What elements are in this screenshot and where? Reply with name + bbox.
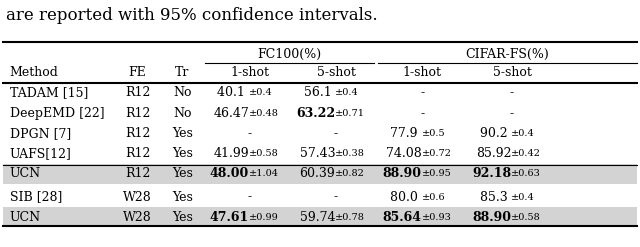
- Text: DeepEMD [22]: DeepEMD [22]: [10, 107, 104, 120]
- Text: 77.9: 77.9: [390, 127, 422, 140]
- Text: 85.64: 85.64: [383, 211, 422, 224]
- Text: 5-shot: 5-shot: [317, 66, 355, 79]
- Text: 1-shot: 1-shot: [403, 66, 442, 79]
- Text: R12: R12: [125, 86, 150, 99]
- Text: Yes: Yes: [172, 167, 193, 180]
- Text: -: -: [248, 191, 252, 204]
- Text: ±0.99: ±0.99: [249, 213, 278, 222]
- Text: -: -: [420, 107, 424, 120]
- Text: Yes: Yes: [172, 127, 193, 140]
- Text: ±0.71: ±0.71: [335, 109, 365, 118]
- Text: ±0.6: ±0.6: [422, 193, 445, 202]
- Text: Yes: Yes: [172, 191, 193, 204]
- Text: ±0.78: ±0.78: [335, 213, 365, 222]
- Text: -: -: [510, 86, 514, 99]
- Text: ±0.82: ±0.82: [335, 169, 365, 178]
- Text: 5-shot: 5-shot: [493, 66, 531, 79]
- Text: R12: R12: [125, 107, 150, 120]
- Text: are reported with 95% confidence intervals.: are reported with 95% confidence interva…: [6, 7, 378, 24]
- Text: 59.74: 59.74: [300, 211, 335, 224]
- Text: 74.08: 74.08: [386, 147, 422, 160]
- Text: 40.1: 40.1: [217, 86, 249, 99]
- Text: SIB [28]: SIB [28]: [10, 191, 62, 204]
- Text: No: No: [173, 107, 191, 120]
- Text: 92.18: 92.18: [472, 167, 511, 180]
- Text: ±0.72: ±0.72: [422, 149, 452, 158]
- Text: UCN: UCN: [10, 167, 41, 180]
- Text: W28: W28: [124, 211, 152, 224]
- Text: FC100(%): FC100(%): [257, 48, 322, 61]
- Bar: [3, 164, 637, 184]
- Text: 48.00: 48.00: [210, 167, 249, 180]
- Text: R12: R12: [125, 127, 150, 140]
- Text: ±0.95: ±0.95: [422, 169, 451, 178]
- Text: ±0.38: ±0.38: [335, 149, 365, 158]
- Text: ±0.48: ±0.48: [249, 109, 279, 118]
- Text: ±0.42: ±0.42: [511, 149, 541, 158]
- Text: ±0.93: ±0.93: [422, 213, 452, 222]
- Text: ±0.4: ±0.4: [335, 88, 359, 97]
- Text: 90.2: 90.2: [480, 127, 511, 140]
- Text: ±0.58: ±0.58: [511, 213, 541, 222]
- Text: No: No: [173, 86, 191, 99]
- Text: 47.61: 47.61: [210, 211, 249, 224]
- Bar: [3, 207, 637, 227]
- Text: FE: FE: [129, 66, 147, 79]
- Text: 88.90: 88.90: [472, 211, 511, 224]
- Text: 57.43: 57.43: [300, 147, 335, 160]
- Text: CIFAR-FS(%): CIFAR-FS(%): [465, 48, 549, 61]
- Text: Tr: Tr: [175, 66, 189, 79]
- Text: DPGN [7]: DPGN [7]: [10, 127, 71, 140]
- Text: UCN: UCN: [10, 211, 41, 224]
- Text: 1-shot: 1-shot: [230, 66, 269, 79]
- Text: R12: R12: [125, 147, 150, 160]
- Text: Method: Method: [10, 66, 58, 79]
- Text: UAFS[12]: UAFS[12]: [10, 147, 72, 160]
- Text: 80.0: 80.0: [390, 191, 422, 204]
- Text: ±0.4: ±0.4: [511, 193, 535, 202]
- Text: ±0.4: ±0.4: [511, 129, 535, 138]
- Text: ±0.4: ±0.4: [249, 88, 273, 97]
- Text: 60.39: 60.39: [300, 167, 335, 180]
- Text: 88.90: 88.90: [383, 167, 422, 180]
- Text: 85.3: 85.3: [479, 191, 511, 204]
- Text: 85.92: 85.92: [476, 147, 511, 160]
- Text: ±0.63: ±0.63: [511, 169, 541, 178]
- Text: 63.22: 63.22: [296, 107, 335, 120]
- Text: ±1.04: ±1.04: [249, 169, 279, 178]
- Text: ±0.58: ±0.58: [249, 149, 278, 158]
- Text: 46.47: 46.47: [213, 107, 249, 120]
- Text: TADAM [15]: TADAM [15]: [10, 86, 88, 99]
- Text: Yes: Yes: [172, 147, 193, 160]
- Text: R12: R12: [125, 167, 150, 180]
- Text: 41.99: 41.99: [213, 147, 249, 160]
- Text: Yes: Yes: [172, 211, 193, 224]
- Text: -: -: [248, 127, 252, 140]
- Text: ±0.5: ±0.5: [422, 129, 445, 138]
- Text: -: -: [510, 107, 514, 120]
- Text: -: -: [334, 191, 338, 204]
- Text: -: -: [334, 127, 338, 140]
- Text: W28: W28: [124, 191, 152, 204]
- Text: 56.1: 56.1: [303, 86, 335, 99]
- Text: -: -: [420, 86, 424, 99]
